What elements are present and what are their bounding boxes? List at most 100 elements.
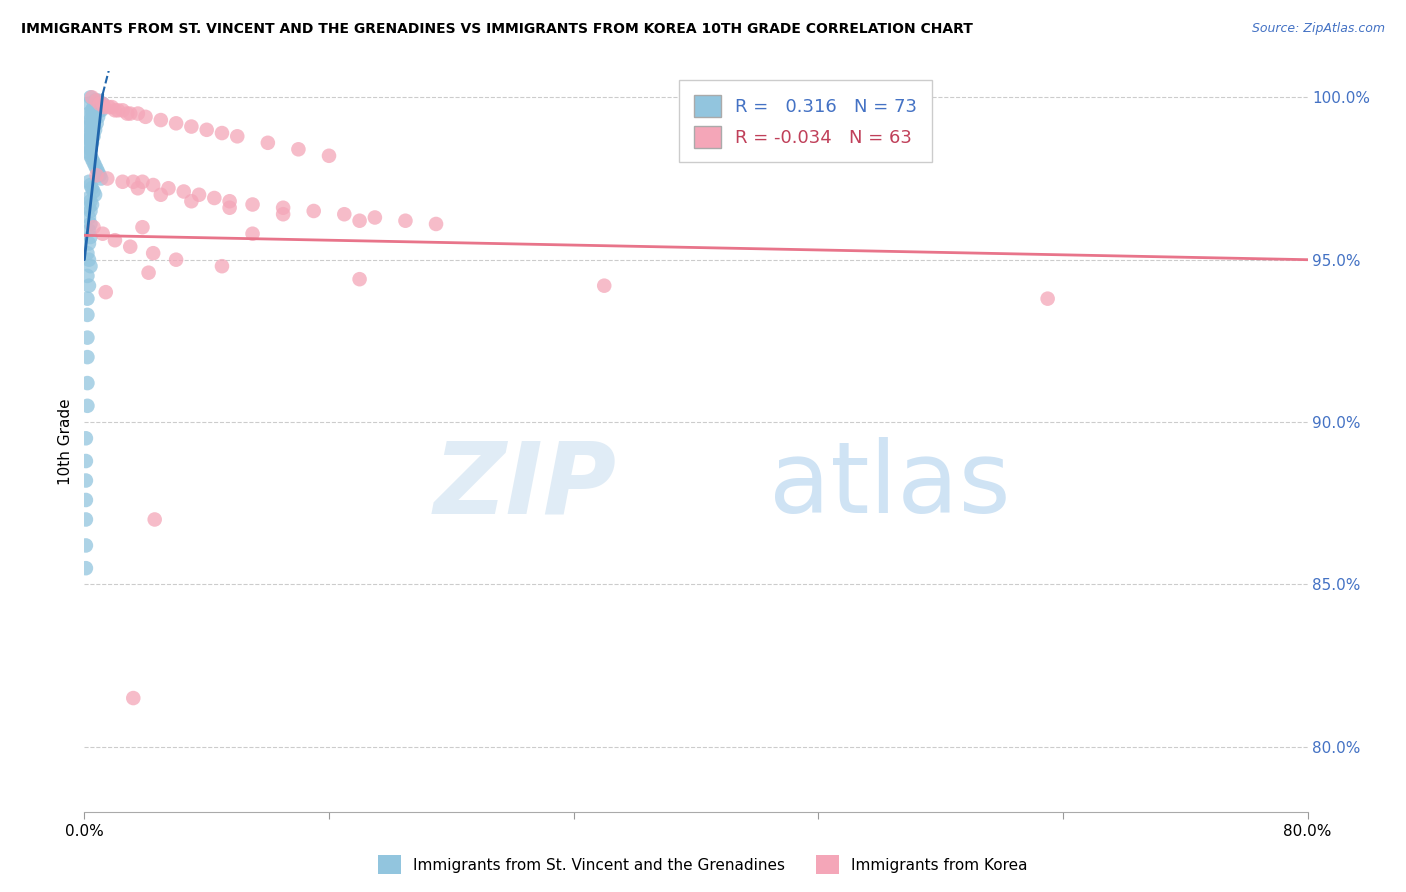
Point: [76, 376, 98, 390]
Point: [77, 96, 100, 111]
Point: [202, 191, 225, 205]
Point: [77, 236, 100, 251]
Point: [318, 149, 340, 163]
Y-axis label: 10th Grade: 10th Grade: [58, 398, 73, 485]
Point: [79, 132, 101, 146]
Text: IMMIGRANTS FROM ST. VINCENT AND THE GRENADINES VS IMMIGRANTS FROM KOREA 10TH GRA: IMMIGRANTS FROM ST. VINCENT AND THE GREN…: [21, 22, 973, 37]
Point: [90, 171, 112, 186]
Point: [86, 168, 108, 182]
Point: [75, 454, 97, 468]
Point: [180, 194, 202, 209]
Point: [75, 431, 97, 445]
Point: [349, 272, 371, 286]
Point: [242, 227, 264, 241]
Point: [80, 152, 103, 166]
Point: [115, 106, 138, 120]
Point: [211, 126, 233, 140]
Point: [180, 120, 202, 134]
Point: [77, 201, 100, 215]
Point: [83, 155, 105, 169]
Point: [1036, 292, 1059, 306]
Point: [79, 129, 101, 144]
Point: [149, 113, 172, 128]
Point: [287, 142, 309, 156]
Point: [75, 474, 97, 488]
Point: [89, 96, 111, 111]
Point: [302, 204, 325, 219]
Point: [131, 175, 153, 189]
Point: [195, 123, 218, 137]
Point: [111, 103, 134, 118]
Point: [83, 220, 105, 235]
Legend: Immigrants from St. Vincent and the Grenadines, Immigrants from Korea: Immigrants from St. Vincent and the Gren…: [373, 849, 1033, 880]
Point: [83, 185, 105, 199]
Point: [76, 268, 98, 283]
Point: [257, 136, 280, 150]
Point: [91, 96, 114, 111]
Point: [77, 252, 100, 267]
Point: [91, 96, 114, 111]
Text: ZIP: ZIP: [433, 437, 616, 534]
Point: [127, 106, 149, 120]
Point: [218, 194, 240, 209]
Point: [75, 538, 97, 552]
Point: [271, 201, 294, 215]
Point: [142, 246, 165, 260]
Point: [80, 126, 103, 140]
Point: [188, 187, 211, 202]
Point: [79, 116, 101, 130]
Point: [271, 207, 294, 221]
Point: [84, 110, 107, 124]
Point: [75, 493, 97, 508]
Point: [122, 691, 145, 706]
Point: [131, 220, 153, 235]
Point: [104, 233, 127, 247]
Point: [333, 207, 356, 221]
Point: [157, 181, 180, 195]
Point: [77, 223, 100, 237]
Point: [77, 126, 100, 140]
Point: [91, 227, 114, 241]
Point: [165, 116, 187, 130]
Point: [83, 113, 105, 128]
Point: [75, 512, 97, 526]
Point: [149, 187, 172, 202]
Point: [122, 175, 145, 189]
Point: [79, 142, 101, 156]
Point: [120, 106, 142, 120]
Point: [593, 278, 616, 293]
Point: [142, 178, 165, 192]
Point: [101, 100, 124, 114]
Point: [80, 197, 103, 211]
Point: [80, 181, 103, 195]
Point: [79, 194, 101, 209]
Point: [75, 561, 97, 575]
Point: [86, 100, 108, 114]
Point: [76, 292, 98, 306]
Point: [79, 259, 101, 273]
Point: [83, 100, 105, 114]
Point: [79, 113, 101, 128]
Point: [226, 129, 249, 144]
Text: Source: ZipAtlas.com: Source: ZipAtlas.com: [1251, 22, 1385, 36]
Point: [76, 399, 98, 413]
Point: [83, 120, 105, 134]
Point: [80, 106, 103, 120]
Point: [79, 149, 101, 163]
Point: [138, 266, 160, 280]
Point: [84, 94, 107, 108]
Point: [77, 139, 100, 153]
Point: [79, 217, 101, 231]
Point: [135, 110, 157, 124]
Point: [111, 175, 134, 189]
Point: [90, 103, 112, 118]
Point: [89, 103, 111, 118]
Point: [349, 213, 371, 227]
Point: [242, 197, 264, 211]
Legend: R =   0.316   N = 73, R = -0.034   N = 63: R = 0.316 N = 73, R = -0.034 N = 63: [679, 80, 932, 162]
Point: [104, 103, 127, 118]
Point: [76, 350, 98, 364]
Point: [76, 331, 98, 345]
Point: [77, 211, 100, 225]
Point: [80, 90, 103, 104]
